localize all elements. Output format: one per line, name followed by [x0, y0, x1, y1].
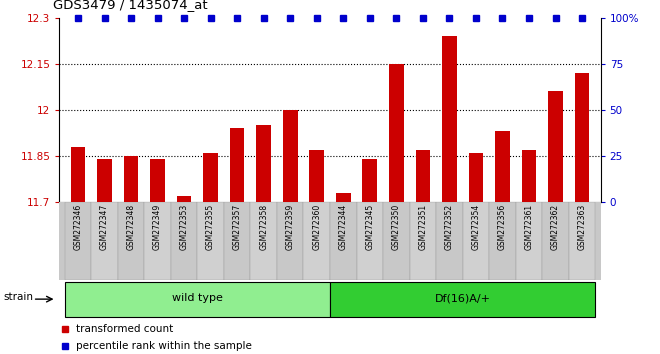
Text: GSM272347: GSM272347: [100, 204, 109, 250]
Bar: [256, 125, 271, 202]
Text: GSM272351: GSM272351: [418, 204, 428, 250]
Text: transformed count: transformed count: [76, 324, 173, 333]
Bar: [197, 202, 224, 280]
Bar: [336, 193, 350, 202]
Bar: [177, 196, 191, 202]
Text: GSM272352: GSM272352: [445, 204, 454, 250]
Bar: [569, 202, 595, 280]
Bar: [310, 150, 324, 202]
Bar: [117, 202, 145, 280]
Text: GSM272355: GSM272355: [206, 204, 215, 250]
Bar: [362, 159, 377, 202]
Bar: [495, 131, 510, 202]
Bar: [203, 153, 218, 202]
Bar: [410, 202, 436, 280]
Bar: [356, 202, 383, 280]
Bar: [548, 91, 563, 202]
Bar: [489, 202, 515, 280]
Bar: [436, 202, 463, 280]
Bar: [575, 73, 589, 202]
Bar: [389, 64, 404, 202]
Bar: [463, 202, 489, 280]
Bar: [224, 202, 250, 280]
Bar: [91, 202, 117, 280]
Text: GSM272363: GSM272363: [578, 204, 587, 250]
Bar: [442, 36, 457, 202]
Bar: [65, 202, 91, 280]
Text: GSM272357: GSM272357: [232, 204, 242, 250]
Bar: [330, 202, 356, 280]
Text: GSM272361: GSM272361: [525, 204, 533, 250]
Text: GSM272344: GSM272344: [339, 204, 348, 250]
Bar: [230, 128, 244, 202]
Bar: [283, 110, 298, 202]
Text: GDS3479 / 1435074_at: GDS3479 / 1435074_at: [53, 0, 207, 11]
Text: GSM272353: GSM272353: [180, 204, 189, 250]
Text: wild type: wild type: [172, 293, 223, 303]
Text: GSM272350: GSM272350: [392, 204, 401, 250]
Bar: [416, 150, 430, 202]
Text: GSM272348: GSM272348: [127, 204, 135, 250]
Bar: [521, 150, 537, 202]
Text: GSM272349: GSM272349: [153, 204, 162, 250]
Text: GSM272356: GSM272356: [498, 204, 507, 250]
Bar: [277, 202, 304, 280]
Bar: [515, 202, 543, 280]
Bar: [71, 147, 85, 202]
Text: GSM272360: GSM272360: [312, 204, 321, 250]
Bar: [304, 202, 330, 280]
Text: Df(16)A/+: Df(16)A/+: [435, 293, 490, 303]
Bar: [250, 202, 277, 280]
Text: GSM272358: GSM272358: [259, 204, 268, 250]
Text: strain: strain: [3, 292, 33, 302]
Text: percentile rank within the sample: percentile rank within the sample: [76, 341, 251, 351]
Bar: [469, 153, 483, 202]
Text: GSM272346: GSM272346: [73, 204, 82, 250]
Bar: [383, 202, 410, 280]
Bar: [65, 282, 330, 316]
Text: GSM272359: GSM272359: [286, 204, 295, 250]
Text: GSM272354: GSM272354: [471, 204, 480, 250]
Bar: [145, 202, 171, 280]
Bar: [150, 159, 165, 202]
Bar: [123, 156, 139, 202]
Bar: [330, 282, 595, 316]
Text: GSM272345: GSM272345: [365, 204, 374, 250]
Bar: [97, 159, 112, 202]
Bar: [543, 202, 569, 280]
Bar: [171, 202, 197, 280]
Text: GSM272362: GSM272362: [551, 204, 560, 250]
